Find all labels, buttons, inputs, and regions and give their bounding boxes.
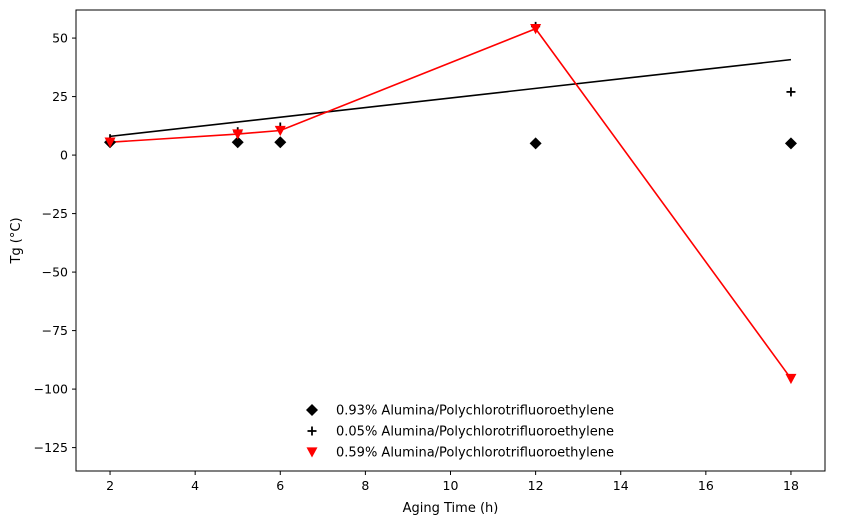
data-point-series-2 [104,137,116,148]
x-axis-ticks: 2 4 6 8 10 12 14 16 18 [106,471,799,493]
y-tick-label: −75 [42,323,68,338]
data-point-series-0 [274,136,287,149]
y-tick-label: 0 [60,148,68,163]
x-tick-label: 16 [698,478,714,493]
series-1-trend-line [109,58,792,138]
legend-marker-diamond [306,404,318,416]
legend-entry-0: 0.93% Alumina/Polychlorotrifluoroethylen… [306,404,614,419]
y-tick-label: −50 [42,265,68,280]
x-tick-label: 2 [106,478,114,493]
y-tick-label: −25 [42,206,68,221]
legend-marker-plus [307,426,317,436]
data-point-series-0 [529,137,542,150]
legend-marker-shape [306,404,318,416]
data-point-series-2 [785,373,797,385]
y-axis-ticks: 50 25 0 −25 −50 −75 −100 −125 [34,31,76,455]
legend-marker-shape [306,447,318,458]
data-point-series-0 [784,137,797,150]
data-point-series-2 [232,129,244,140]
x-tick-label: 18 [783,478,799,493]
data-point-series-0 [231,136,244,149]
legend-marker-shape [307,426,317,436]
legend-label: 0.93% Alumina/Polychlorotrifluoroethylen… [336,404,614,419]
legend-marker-triangle-down [306,447,318,458]
plot-elements [104,21,797,385]
data-point-series-1 [786,87,796,97]
legend-entry-1: 0.05% Alumina/Polychlorotrifluoroethylen… [307,425,614,440]
data-point-series-2 [530,24,542,35]
y-tick-label: 50 [52,31,68,46]
x-tick-label: 4 [191,478,199,493]
y-tick-label: −100 [34,382,68,397]
legend-label: 0.59% Alumina/Polychlorotrifluoroethylen… [336,446,614,461]
x-tick-label: 6 [276,478,284,493]
x-tick-label: 10 [443,478,459,493]
x-tick-label: 14 [613,478,629,493]
y-tick-label: 25 [52,89,68,104]
y-tick-label: −125 [34,440,68,455]
x-axis-label: Aging Time (h) [403,501,499,516]
legend-entry-2: 0.59% Alumina/Polychlorotrifluoroethylen… [306,446,614,461]
legend-label: 0.05% Alumina/Polychlorotrifluoroethylen… [336,425,614,440]
y-axis-label: Tg (°C) [9,217,24,264]
data-point-series-2 [274,125,286,137]
series-2-line [109,27,792,380]
plot-frame [75,9,826,472]
x-tick-label: 12 [528,478,544,493]
legend: 0.93% Alumina/Polychlorotrifluoroethylen… [306,404,614,461]
x-tick-label: 8 [361,478,369,493]
